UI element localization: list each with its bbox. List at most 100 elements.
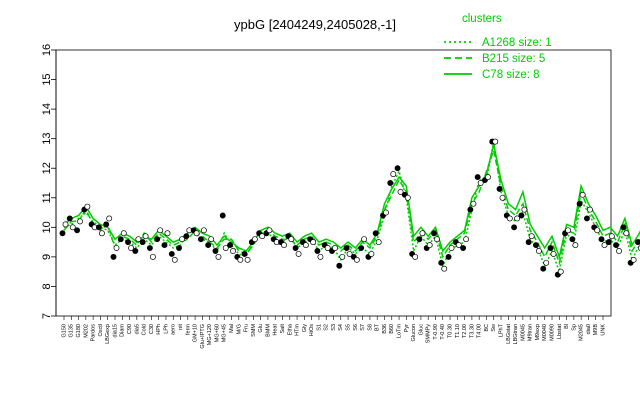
x-tick-label: C30 bbox=[149, 324, 155, 334]
y-tick-label: 13 bbox=[41, 133, 53, 145]
x-tick-label: dia15 bbox=[112, 324, 118, 337]
data-point bbox=[197, 236, 204, 243]
x-tick-label: Pyr bbox=[404, 324, 410, 332]
data-point bbox=[616, 248, 623, 254]
x-tick-label: S3 bbox=[331, 324, 337, 331]
data-point bbox=[383, 209, 389, 216]
data-point bbox=[390, 171, 397, 178]
data-point bbox=[62, 221, 69, 228]
data-point bbox=[499, 194, 506, 201]
x-tick-label: C90 bbox=[127, 324, 133, 334]
x-tick-label: M9tran bbox=[528, 324, 534, 341]
x-tick-label: S7 bbox=[360, 324, 366, 331]
data-point bbox=[485, 174, 491, 181]
y-tick-label: 14 bbox=[41, 103, 53, 115]
x-tick-label: Etha bbox=[287, 323, 293, 335]
data-point bbox=[434, 236, 440, 243]
x-tick-label: LPh bbox=[163, 324, 169, 334]
x-tick-label: LPhT bbox=[498, 323, 504, 337]
data-point bbox=[266, 227, 273, 234]
x-tick-label: LBGexp bbox=[105, 324, 111, 344]
x-tick-label: HiOs bbox=[309, 324, 315, 336]
data-point bbox=[387, 180, 394, 186]
legend-label: B215 size: 5 bbox=[482, 53, 545, 65]
data-point bbox=[543, 259, 550, 266]
data-point bbox=[146, 245, 153, 251]
x-tick-label: dia0 bbox=[586, 324, 592, 334]
x-tick-label: Gly bbox=[302, 324, 308, 333]
data-point bbox=[514, 215, 521, 222]
data-point bbox=[353, 256, 360, 263]
x-tick-label: T3.30 bbox=[469, 324, 475, 338]
data-point bbox=[474, 174, 481, 181]
x-tick-label: Diam bbox=[120, 324, 126, 337]
x-tick-label: M0045 bbox=[520, 324, 526, 341]
data-point bbox=[292, 245, 299, 251]
data-point bbox=[324, 245, 331, 251]
data-point bbox=[251, 236, 258, 243]
legend-title: clusters bbox=[462, 13, 502, 25]
data-point bbox=[69, 224, 76, 231]
data-point bbox=[176, 245, 182, 251]
y-tick-label: 12 bbox=[41, 162, 53, 174]
x-tick-label: G180 bbox=[76, 324, 82, 337]
data-point bbox=[445, 253, 452, 260]
data-point bbox=[419, 230, 426, 237]
x-tick-label: MG+120 bbox=[207, 324, 213, 345]
data-point bbox=[623, 230, 630, 237]
x-tick-label: SMM bbox=[251, 324, 257, 337]
data-point bbox=[397, 188, 404, 195]
x-tick-label: LoTm bbox=[397, 324, 403, 338]
data-point bbox=[583, 215, 590, 222]
x-tick-label: Lbstat bbox=[557, 324, 563, 339]
x-tick-label: S1 bbox=[316, 324, 322, 331]
data-point bbox=[460, 245, 467, 251]
data-point bbox=[620, 224, 627, 231]
y-tick-label: 11 bbox=[41, 192, 53, 203]
data-point bbox=[455, 242, 462, 249]
x-tick-label: S4 bbox=[338, 324, 344, 331]
data-point bbox=[394, 165, 401, 172]
x-tick-label: Sp bbox=[571, 324, 577, 331]
data-point bbox=[525, 239, 532, 246]
x-tick-label: M9exp bbox=[535, 324, 541, 341]
x-tick-label: Salt bbox=[280, 324, 286, 334]
data-point bbox=[368, 250, 375, 257]
x-tick-label: dia5 bbox=[134, 324, 140, 334]
data-point bbox=[183, 233, 190, 240]
data-point bbox=[547, 245, 554, 251]
data-point bbox=[66, 215, 73, 222]
data-point bbox=[205, 242, 212, 249]
x-tick-label: MG+60 bbox=[214, 324, 220, 342]
data-point bbox=[336, 262, 343, 269]
data-point bbox=[314, 248, 321, 254]
data-point bbox=[125, 239, 132, 246]
x-tick-label: M202 bbox=[83, 324, 89, 338]
data-point bbox=[441, 265, 448, 272]
data-point bbox=[98, 230, 105, 237]
data-point bbox=[113, 245, 120, 251]
data-point bbox=[343, 245, 350, 251]
data-point bbox=[572, 242, 579, 249]
y-tick-label: 7 bbox=[41, 313, 53, 319]
data-point bbox=[518, 212, 525, 219]
x-tick-label: S6 bbox=[353, 324, 359, 331]
data-point bbox=[540, 265, 547, 272]
x-tick-label: M0090 bbox=[549, 324, 555, 341]
x-tick-label: Glu bbox=[258, 324, 264, 333]
x-tick-label: T-0.40 bbox=[440, 324, 446, 340]
data-point bbox=[171, 256, 178, 263]
x-axis: G150 G135 G180 M202 Pardos Oxctl LBGexp dia15 Di… bbox=[61, 316, 606, 349]
legend: clusters A1268 size: 1 B215 size: 5 C78 si… bbox=[444, 13, 552, 81]
data-point bbox=[120, 230, 127, 237]
data-point bbox=[103, 221, 110, 228]
data-point bbox=[557, 268, 564, 275]
x-tick-label: Mal bbox=[229, 324, 235, 333]
data-point bbox=[630, 256, 637, 263]
data-point bbox=[219, 212, 226, 219]
data-point bbox=[448, 245, 455, 251]
data-point bbox=[569, 236, 576, 243]
x-tick-label: UNK bbox=[600, 324, 606, 336]
data-point bbox=[613, 242, 620, 249]
